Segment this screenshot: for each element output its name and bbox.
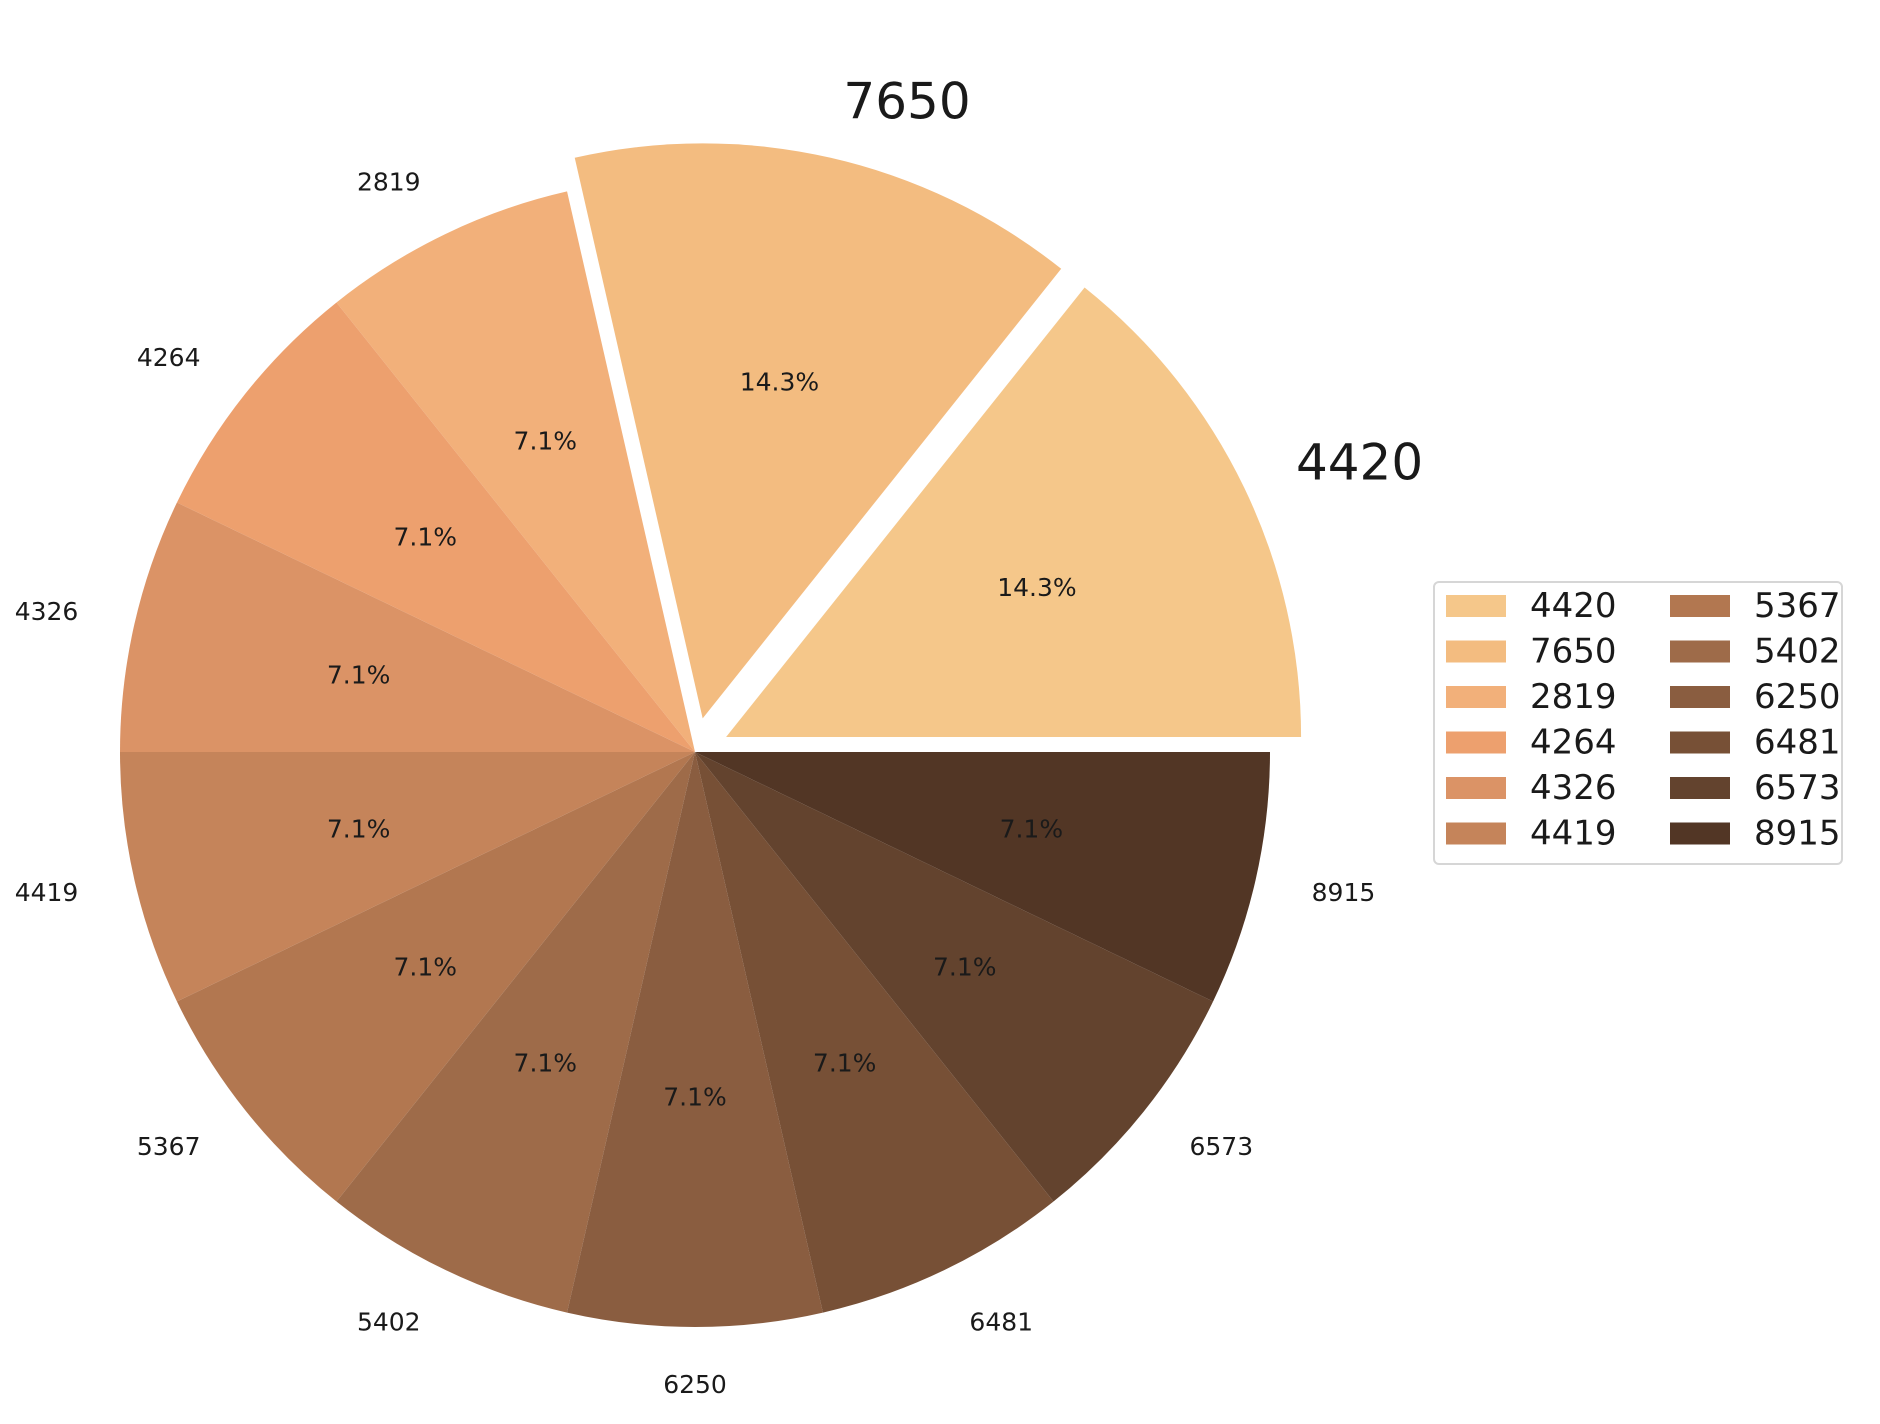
legend-label-4264: 4264	[1530, 723, 1617, 763]
legend-label-7650: 7650	[1530, 632, 1617, 672]
slice-label-5367: 5367	[137, 1132, 201, 1161]
slice-label-6250: 6250	[663, 1370, 727, 1399]
legend-swatch-4420	[1446, 595, 1506, 617]
legend-label-6573: 6573	[1754, 768, 1841, 808]
pct-label-4419: 7.1%	[327, 814, 391, 843]
legend-frame	[1433, 581, 1843, 865]
pct-label-6250: 7.1%	[663, 1083, 727, 1112]
legend-label-5402: 5402	[1754, 632, 1841, 672]
pie-slice-6481	[695, 752, 1054, 1313]
slice-label-2819: 2819	[357, 168, 421, 197]
legend-swatch-6481	[1670, 731, 1730, 754]
pct-label-7650: 14.3%	[740, 368, 819, 397]
slice-label-4419: 4419	[15, 878, 79, 907]
legend-label-6250: 6250	[1754, 677, 1841, 717]
slice-label-6481: 6481	[969, 1307, 1033, 1336]
legend-swatch-5402	[1670, 640, 1730, 663]
pie-slice-4326	[120, 502, 695, 752]
pct-label-6481: 7.1%	[813, 1048, 877, 1077]
pie-slice-6573	[695, 752, 1214, 1202]
legend-swatch-6250	[1670, 686, 1730, 708]
pie-slice-4420	[726, 287, 1302, 738]
legend: 4420 7650 2819 4264 4326 4419 5367 5402 6250 6481…	[1433, 581, 1843, 865]
pie-slice-4419	[120, 752, 695, 1002]
pie-slice-2819	[336, 191, 695, 752]
slice-label-5402: 5402	[357, 1307, 421, 1336]
pie-slice-4264	[176, 302, 696, 752]
pct-label-8915: 7.1%	[1000, 814, 1064, 843]
slice-labels: 4420 7650 2819 4264 4326 4419 5367 5402 6250 6481…	[15, 73, 1423, 1399]
pct-label-5402: 7.1%	[514, 1048, 578, 1077]
legend-swatch-8915	[1670, 822, 1730, 845]
pct-label-2819: 7.1%	[514, 427, 578, 456]
slice-label-4420: 4420	[1296, 434, 1423, 492]
legend-label-4420: 4420	[1530, 586, 1617, 626]
legend-label-5367: 5367	[1754, 586, 1841, 626]
pie-slices	[120, 143, 1302, 1327]
legend-swatch-7650	[1446, 640, 1506, 663]
legend-swatch-5367	[1670, 595, 1730, 617]
legend-label-4326: 4326	[1530, 768, 1617, 808]
slice-label-7650: 7650	[843, 73, 970, 131]
legend-swatch-4326	[1446, 777, 1506, 799]
pct-label-5367: 7.1%	[394, 953, 458, 982]
legend-swatch-6573	[1670, 777, 1730, 799]
pie-slice-8915	[695, 752, 1270, 1002]
legend-label-6481: 6481	[1754, 723, 1841, 763]
slice-label-4326: 4326	[15, 597, 79, 626]
percentage-labels: 14.3% 14.3% 7.1% 7.1% 7.1% 7.1% 7.1% 7.1% 7.1% 7.…	[327, 368, 1077, 1112]
pct-label-4420: 14.3%	[997, 573, 1076, 602]
legend-swatch-4264	[1446, 731, 1506, 754]
legend-label-8915: 8915	[1754, 814, 1841, 854]
pie-slice-6250	[567, 752, 823, 1327]
legend-swatch-4419	[1446, 822, 1506, 845]
pie-slice-5402	[336, 752, 695, 1313]
pct-label-6573: 7.1%	[933, 953, 997, 982]
slice-label-6573: 6573	[1190, 1132, 1254, 1161]
pct-label-4326: 7.1%	[327, 661, 391, 690]
legend-label-4419: 4419	[1530, 814, 1617, 854]
slice-label-4264: 4264	[137, 343, 201, 372]
slice-label-8915: 8915	[1312, 878, 1376, 907]
pie-slice-7650	[574, 143, 1062, 719]
legend-label-2819: 2819	[1530, 677, 1617, 717]
pct-label-4264: 7.1%	[394, 522, 458, 551]
pie-slice-5367	[176, 752, 696, 1202]
legend-swatch-2819	[1446, 686, 1506, 708]
